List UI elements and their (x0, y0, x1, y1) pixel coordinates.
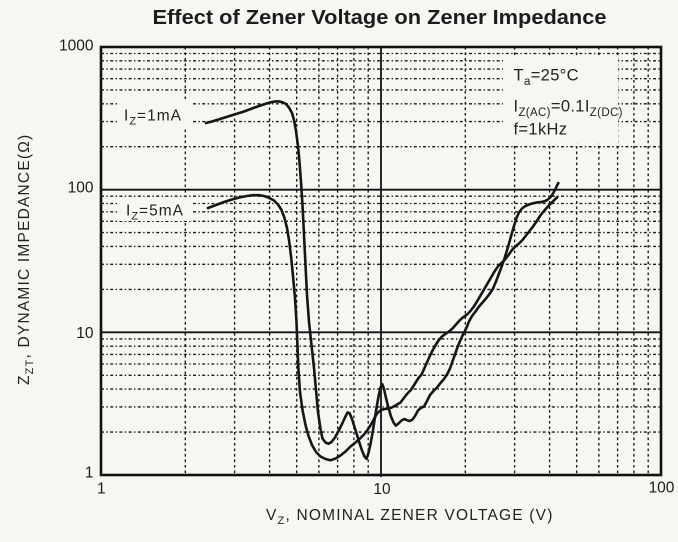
svg-text:100: 100 (68, 180, 94, 197)
svg-text:100: 100 (649, 480, 675, 497)
svg-text:10: 10 (76, 325, 94, 342)
svg-text:1000: 1000 (59, 38, 94, 55)
svg-text:IZ=1mA: IZ=1mA (124, 107, 182, 127)
svg-text:Ta=25°C: Ta=25°C (514, 66, 579, 88)
svg-text:ZZT, DYNAMIC IMPEDANCE(Ω): ZZT, DYNAMIC IMPEDANCE(Ω) (16, 134, 36, 385)
svg-text:Effect of Zener Voltage on Zen: Effect of Zener Voltage on Zener Impedan… (153, 7, 607, 29)
svg-text:IZ=5mA: IZ=5mA (126, 202, 184, 222)
svg-text:VZ, NOMINAL ZENER VOLTAGE (V): VZ, NOMINAL ZENER VOLTAGE (V) (266, 507, 554, 527)
svg-text:1: 1 (97, 481, 106, 498)
svg-text:f=1kHz: f=1kHz (514, 121, 568, 139)
svg-text:1: 1 (85, 465, 94, 482)
svg-text:10: 10 (373, 481, 391, 498)
